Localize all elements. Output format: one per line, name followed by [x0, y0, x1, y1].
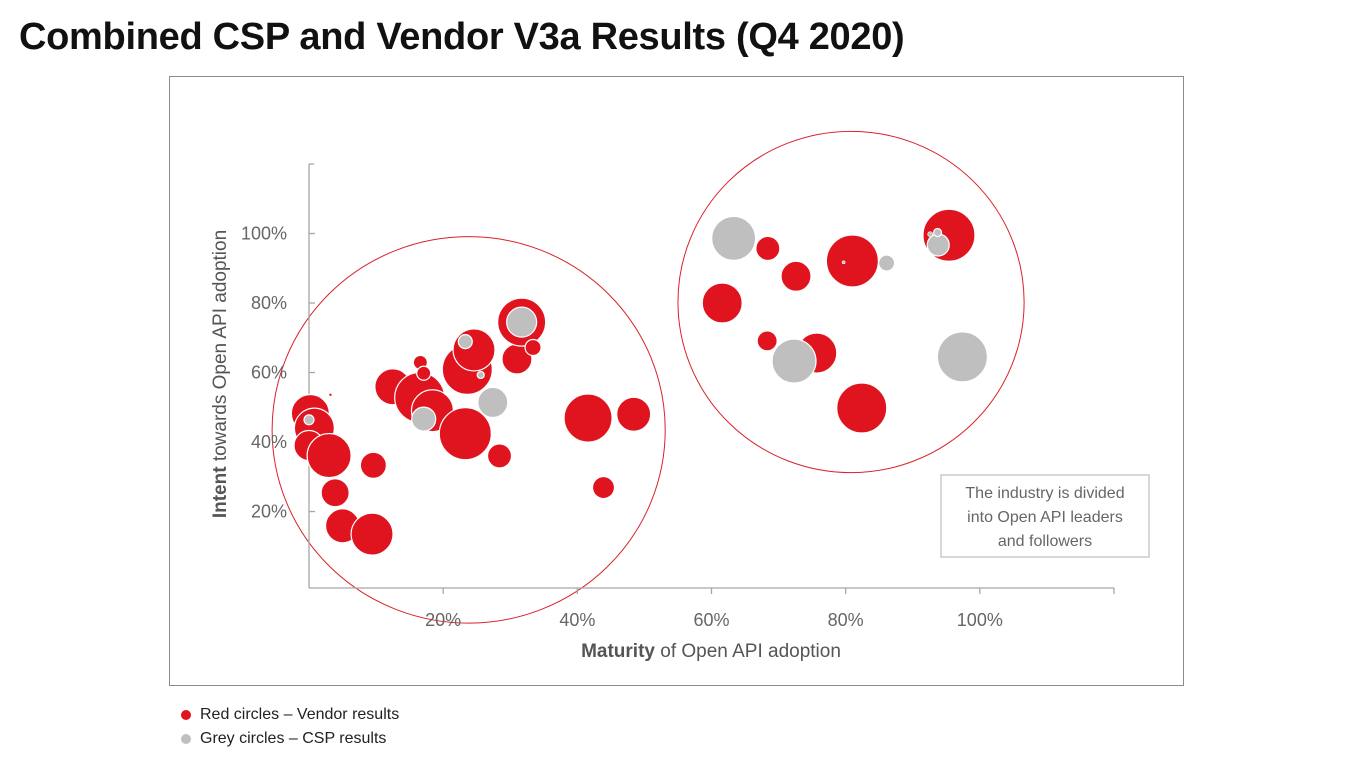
csp-bubble-13 [841, 260, 846, 265]
x-axis-title-bold: Maturity [581, 641, 655, 662]
legend: Red circles – Vendor results Grey circle… [181, 703, 399, 751]
csp-bubble-4 [411, 406, 437, 432]
vendor-bubble-24 [701, 282, 743, 324]
csp-bubble-12 [932, 227, 943, 238]
tick-labels: 20% 40% 60% 80% 100% 20% 40% 60% 80% 100% [241, 224, 1003, 630]
vendor-bubble-29 [836, 382, 888, 434]
vendor-bubble-14 [438, 407, 492, 461]
legend-grey-dot-icon [181, 734, 191, 744]
legend-label: Red circles – Vendor results [200, 706, 400, 723]
csp-bubble-7 [771, 338, 817, 384]
vendor-bubble-22 [616, 396, 652, 432]
vendor-bubble-6 [320, 478, 350, 508]
legend-item-csp: Grey circles – CSP results [181, 727, 399, 751]
vendor-bubble-30 [825, 234, 879, 288]
vendor-bubble-26 [780, 260, 812, 292]
y-axis-title-bold: Intent [210, 466, 231, 518]
group-rings [271, 130, 1025, 624]
vendor-bubble-21 [563, 393, 613, 443]
x-tick-label: 40% [559, 610, 595, 630]
csp-bubble-10 [926, 233, 950, 257]
vendor-bubble-20 [524, 338, 542, 357]
page-title: Combined CSP and Vendor V3a Results (Q4 … [19, 16, 905, 58]
vendor-bubble-5 [359, 451, 387, 479]
csp-bubble-11 [927, 231, 933, 238]
legend-item-vendor: Red circles – Vendor results [181, 703, 399, 727]
legend-red-dot-icon [181, 710, 191, 720]
csp-bubble-8 [936, 331, 988, 383]
y-tick-label: 80% [251, 293, 287, 313]
vendor-bubble-8 [350, 512, 394, 556]
annotation-line: into Open API leaders [967, 509, 1123, 526]
x-axis-title: Maturity of Open API adoption [581, 641, 841, 662]
csp-bubble-2 [476, 370, 485, 380]
y-tick-label: 40% [251, 432, 287, 452]
y-tick-label: 60% [251, 363, 287, 383]
csp-bubble-9 [877, 254, 896, 272]
y-tick-label: 20% [251, 502, 287, 522]
x-tick-label: 100% [957, 610, 1003, 630]
x-tick-label: 20% [425, 610, 461, 630]
legend-label: Grey circles – CSP results [200, 730, 387, 747]
csp-bubble-0 [303, 414, 315, 426]
csp-bubble-5 [506, 306, 538, 338]
bubble-chart: 20% 40% 60% 80% 100% 20% 40% 60% 80% 100% Maturit… [210, 130, 1150, 662]
group-ring-1 [677, 130, 1025, 474]
vendor-bubble-17 [486, 443, 513, 469]
chart-frame: 20% 40% 60% 80% 100% 20% 40% 60% 80% 100% Maturit… [169, 76, 1184, 686]
chart-axes [308, 163, 1115, 594]
x-tick-label: 80% [828, 610, 864, 630]
vendor-bubble-25 [755, 235, 781, 262]
annotation-line: and followers [998, 533, 1092, 550]
x-axis-title-rest: of Open API adoption [655, 641, 841, 662]
group-ring-0 [271, 236, 666, 624]
vendor-bubble-23 [591, 475, 616, 500]
vendor-bubble-16 [452, 328, 496, 372]
csp-bubble-3 [477, 386, 509, 419]
csp-bubble-1 [457, 333, 473, 350]
x-tick-label: 60% [693, 610, 729, 630]
y-tick-label: 100% [241, 224, 287, 244]
vendor-bubble-3 [328, 392, 333, 397]
vendor-bubble-27 [756, 330, 778, 352]
annotation-box: The industry is divided into Open API le… [940, 474, 1150, 558]
bubbles [290, 208, 988, 556]
csp-bubble-6 [711, 215, 757, 261]
vendor-bubble-13 [416, 365, 432, 381]
y-axis-title-rest: towards Open API adoption [210, 230, 231, 467]
y-axis-title: Intent towards Open API adoption [210, 230, 231, 518]
annotation-line: The industry is divided [965, 485, 1124, 502]
vendor-bubble-4 [306, 432, 352, 479]
